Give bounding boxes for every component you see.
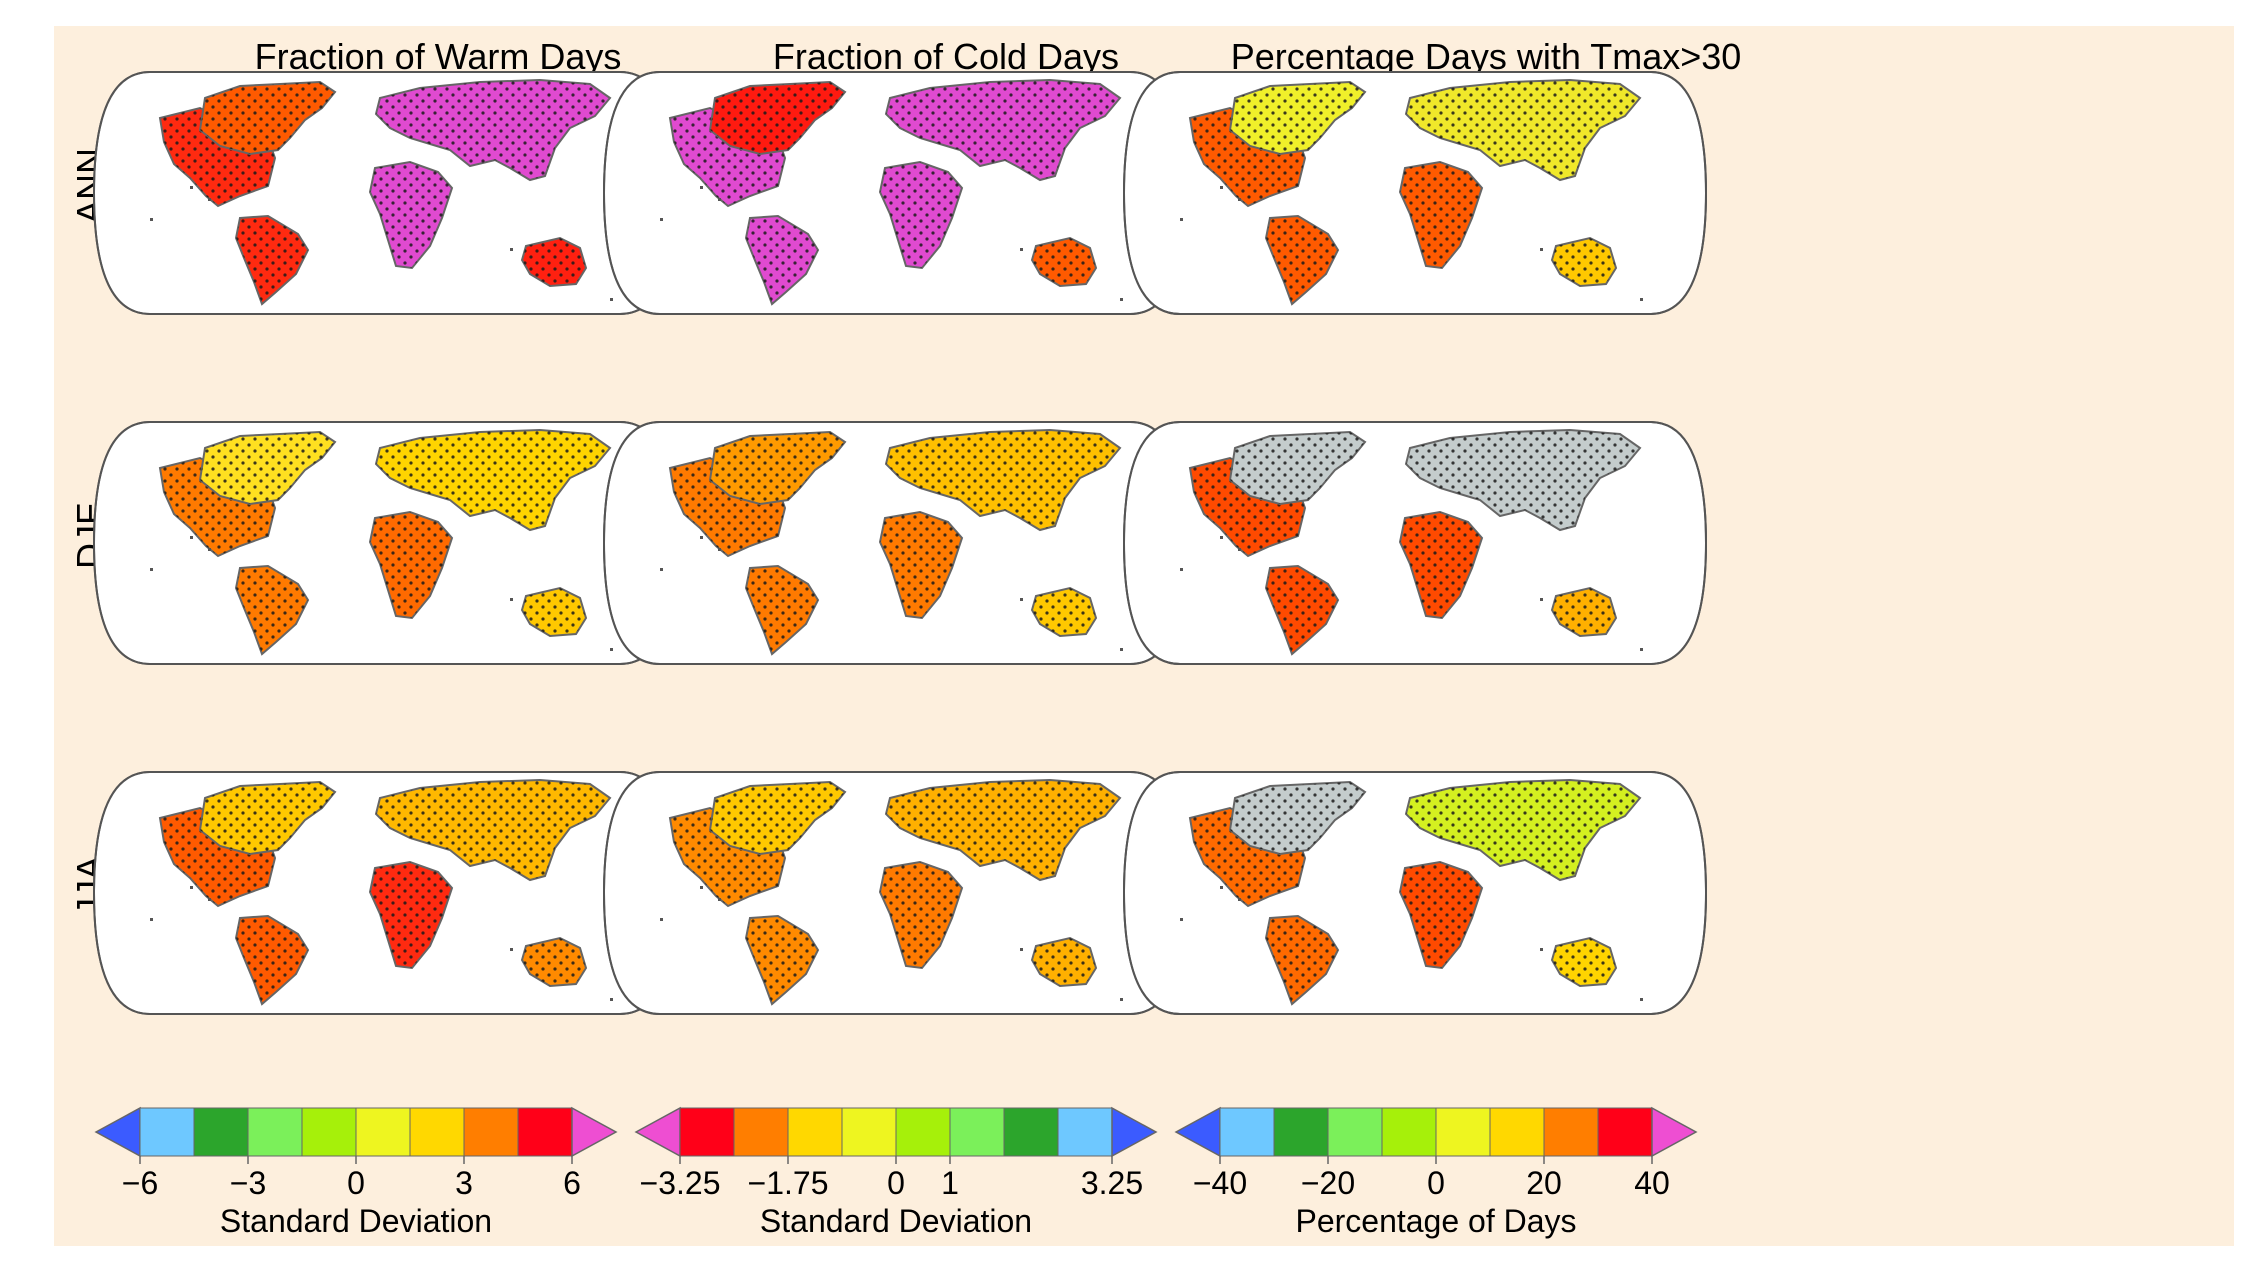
- colorbar-swatch: [841, 1107, 897, 1157]
- colorbar-title: Standard Deviation: [220, 1203, 492, 1239]
- colorbar-tick-label: 0: [887, 1165, 905, 1201]
- colorbar-warm-days: −6 −3 0 3 6 Standard Deviation: [94, 1106, 618, 1239]
- map-panel-djf-0: [92, 421, 678, 665]
- colorbar-swatch: [355, 1107, 411, 1157]
- colorbar-swatch: [1327, 1107, 1383, 1157]
- colorbar-tick-label: −6: [122, 1165, 158, 1201]
- map-panel-ann-0: [92, 71, 678, 315]
- map-panel-djf-2: [1122, 421, 1708, 665]
- map-panel-djf-1: [602, 421, 1188, 665]
- colorbar-swatch: [517, 1107, 573, 1157]
- colorbar-end-high: [1111, 1106, 1158, 1158]
- colorbar-swatch: [1435, 1107, 1491, 1157]
- colorbar-swatch: [1543, 1107, 1599, 1157]
- colorbar-tick-label: 6: [563, 1165, 581, 1201]
- colorbar-swatch: [1219, 1107, 1275, 1157]
- colorbar-swatch: [949, 1107, 1005, 1157]
- colorbar-tick-label: −40: [1193, 1165, 1247, 1201]
- column-title-warm-days: Fraction of Warm Days: [254, 36, 622, 77]
- map-panel-ann-1: [602, 71, 1188, 315]
- colorbar-tick-label: 3.25: [1081, 1165, 1143, 1201]
- column-title-tmax: Percentage Days with Tmax>30: [1230, 36, 1742, 77]
- map-panel-jja-2: [1122, 771, 1708, 1015]
- colorbar-swatch: [1057, 1107, 1113, 1157]
- colorbar-tick-label: 3: [455, 1165, 473, 1201]
- colorbar-cold-days: −3.25 −1.75 0 1 3.25 Standard Deviation: [634, 1106, 1158, 1239]
- colorbar-tick-label: 0: [1427, 1165, 1445, 1201]
- colorbar-tick-label: −1.75: [748, 1165, 829, 1201]
- colorbar-tmax: −40 −20 0 20 40 Percentage of Days: [1174, 1106, 1698, 1239]
- colorbar-swatch: [895, 1107, 951, 1157]
- colorbar-tick-label: −3: [230, 1165, 266, 1201]
- colorbar-swatch: [247, 1107, 303, 1157]
- colorbar-swatch: [409, 1107, 465, 1157]
- colorbar-end-high: [1651, 1106, 1698, 1158]
- colorbar-swatch: [1273, 1107, 1329, 1157]
- colorbar-tick-label: −20: [1301, 1165, 1355, 1201]
- colorbar-swatch: [193, 1107, 249, 1157]
- colorbar-end-low: [634, 1106, 681, 1158]
- colorbar-tick-label: 1: [941, 1165, 959, 1201]
- colorbar-end-high: [571, 1106, 618, 1158]
- map-panel-jja-1: [602, 771, 1188, 1015]
- map-panel-ann-2: [1122, 71, 1708, 315]
- colorbar-tick-label: 20: [1526, 1165, 1562, 1201]
- colorbar-swatch: [1489, 1107, 1545, 1157]
- colorbar-swatch: [1381, 1107, 1437, 1157]
- figure: Fraction of Warm Days Fraction of Cold D…: [54, 26, 2234, 1246]
- colorbar-swatch: [787, 1107, 843, 1157]
- colorbar-swatch: [679, 1107, 735, 1157]
- colorbar-end-low: [94, 1106, 141, 1158]
- colorbar-swatch: [301, 1107, 357, 1157]
- colorbar-swatch: [1003, 1107, 1059, 1157]
- colorbar-tick-label: 40: [1634, 1165, 1670, 1201]
- colorbar-tick-label: −3.25: [640, 1165, 721, 1201]
- colorbar-swatch: [139, 1107, 195, 1157]
- map-panel-jja-0: [92, 771, 678, 1015]
- colorbar-end-low: [1174, 1106, 1221, 1158]
- colorbar-swatch: [733, 1107, 789, 1157]
- colorbar-tick-label: 0: [347, 1165, 365, 1201]
- colorbar-swatch: [463, 1107, 519, 1157]
- colorbar-title: Percentage of Days: [1295, 1203, 1576, 1239]
- colorbar-swatch: [1597, 1107, 1653, 1157]
- colorbar-title: Standard Deviation: [760, 1203, 1032, 1239]
- column-title-cold-days: Fraction of Cold Days: [772, 36, 1120, 77]
